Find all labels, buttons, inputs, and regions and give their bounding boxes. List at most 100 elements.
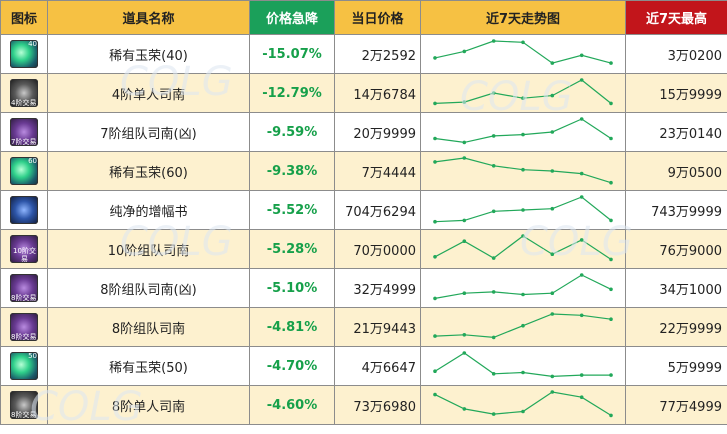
table-row[interactable]: 50 稀有玉荣(50) -4.70% 4万6647 5万9999 — [0, 346, 727, 386]
sparkline-point — [433, 334, 437, 338]
item-name[interactable]: 8阶组队司南(凶) — [47, 268, 250, 308]
sparkline-point — [521, 208, 525, 212]
green-orb-icon[interactable]: 60 — [10, 157, 38, 185]
daily-price-value: 21万9443 — [334, 307, 421, 347]
sparkline-point — [521, 292, 525, 297]
sparkline-point — [462, 218, 467, 223]
sparkline-point — [521, 370, 525, 375]
purple-box-icon[interactable]: 8阶交易 — [10, 274, 38, 302]
purple-box-icon[interactable]: 8阶交易 — [10, 313, 38, 341]
purple-box-icon[interactable]: 10阶交易 — [10, 235, 38, 263]
table-row[interactable]: 8阶交易 8阶组队司南 -4.81% 21万9443 22万9999 — [0, 307, 727, 347]
sparkline-point — [433, 136, 437, 141]
item-icon-cell — [0, 190, 48, 230]
green-orb-icon[interactable]: 50 — [10, 352, 38, 380]
price-drop-value: -4.81% — [249, 307, 335, 347]
sparkline-line — [434, 40, 612, 64]
trend-sparkline — [433, 351, 613, 379]
sparkline-point — [462, 291, 467, 295]
purple-box-icon[interactable]: 7阶交易 — [10, 118, 38, 146]
table-row[interactable]: 纯净的增幅书 -5.52% 704万6294 743万9999 — [0, 190, 727, 230]
table-row[interactable]: 8阶交易 8阶单人司南 -4.60% 73万6980 77万4999 — [0, 385, 727, 425]
sparkline-point — [462, 140, 467, 145]
item-name[interactable]: 稀有玉荣(40) — [47, 34, 250, 74]
header-7day-high[interactable]: 近7天最高 — [625, 0, 727, 35]
sparkline-point — [609, 317, 613, 321]
sparkline-point — [579, 53, 584, 58]
item-icon-cell: 60 — [0, 151, 48, 191]
sparkline-point — [609, 180, 613, 185]
seven-day-high-value: 3万0200 — [625, 34, 727, 74]
sparkline-point — [579, 273, 584, 277]
sparkline-point — [550, 206, 555, 211]
table-row[interactable]: 40 稀有玉荣(40) -15.07% 2万2592 3万0200 — [0, 34, 727, 74]
item-name[interactable]: 4阶单人司南 — [47, 73, 250, 113]
item-name[interactable]: 8阶组队司南 — [47, 307, 250, 347]
item-icon-cell: 8阶交易 — [0, 268, 48, 308]
table-row[interactable]: 8阶交易 8阶组队司南(凶) -5.10% 32万4999 34万1000 — [0, 268, 727, 308]
sparkline-point — [491, 256, 496, 260]
trend-sparkline — [433, 195, 613, 224]
blue-book-icon[interactable] — [10, 196, 38, 224]
item-icon-cell: 50 — [0, 346, 48, 386]
daily-price-value: 20万9999 — [334, 112, 421, 152]
trend-sparkline-cell — [420, 151, 626, 191]
table-row[interactable]: 60 稀有玉荣(60) -9.38% 7万4444 9万0500 — [0, 151, 727, 191]
header-7day-trend: 近7天走势图 — [420, 0, 626, 35]
sparkline-point — [521, 132, 525, 137]
sparkline-point — [579, 171, 584, 176]
item-icon-cell: 10阶交易 — [0, 229, 48, 269]
header-daily-price[interactable]: 当日价格 — [334, 0, 421, 35]
trend-sparkline-cell — [420, 385, 626, 425]
item-name[interactable]: 7阶组队司南(凶) — [47, 112, 250, 152]
sparkline-point — [579, 313, 584, 318]
price-drop-value: -4.70% — [249, 346, 335, 386]
table-row[interactable]: 4阶交易 4阶单人司南 -12.79% 14万6784 15万9999 — [0, 73, 727, 113]
item-level-label: 50 — [28, 352, 37, 360]
trend-sparkline-cell — [420, 190, 626, 230]
trend-sparkline-cell — [420, 229, 626, 269]
sparkline-point — [433, 392, 437, 397]
item-name[interactable]: 稀有玉荣(50) — [47, 346, 250, 386]
header-price-drop[interactable]: 价格急降 — [249, 0, 335, 35]
sparkline-point — [609, 218, 613, 223]
daily-price-value: 73万6980 — [334, 385, 421, 425]
daily-price-value: 2万2592 — [334, 34, 421, 74]
table-row[interactable]: 10阶交易 10阶组队司南 -5.28% 70万0000 76万9000 — [0, 229, 727, 269]
sparkline-point — [462, 351, 467, 355]
green-orb-icon[interactable]: 40 — [10, 40, 38, 68]
sparkline-point — [462, 49, 467, 54]
sparkline-point — [609, 136, 613, 141]
sparkline-point — [521, 234, 525, 238]
item-name[interactable]: 10阶组队司南 — [47, 229, 250, 269]
sparkline-point — [609, 287, 613, 292]
item-name[interactable]: 稀有玉荣(60) — [47, 151, 250, 191]
sparkline-point — [491, 91, 496, 95]
sparkline-point — [579, 395, 584, 399]
item-name[interactable]: 纯净的增幅书 — [47, 190, 250, 230]
sparkline-point — [433, 219, 437, 224]
sparkline-point — [433, 160, 437, 164]
sparkline-point — [609, 101, 613, 106]
price-drop-value: -12.79% — [249, 73, 335, 113]
trend-sparkline-cell — [420, 112, 626, 152]
item-level-label: 60 — [28, 157, 37, 165]
sparkline-point — [491, 290, 496, 294]
dark-box-icon[interactable]: 8阶交易 — [10, 391, 38, 419]
table-row[interactable]: 7阶交易 7阶组队司南(凶) -9.59% 20万9999 23万0140 — [0, 112, 727, 152]
sparkline-point — [550, 312, 555, 316]
sparkline-point — [433, 101, 437, 106]
item-name[interactable]: 8阶单人司南 — [47, 385, 250, 425]
item-icon-cell: 4阶交易 — [0, 73, 48, 113]
dark-box-icon[interactable]: 4阶交易 — [10, 79, 38, 107]
sparkline-point — [433, 296, 437, 301]
table-header-row: 图标 道具名称 价格急降 当日价格 近7天走势图 近7天最高 — [0, 0, 727, 35]
sparkline-point — [462, 100, 467, 104]
header-item-name[interactable]: 道具名称 — [47, 0, 250, 35]
price-drop-value: -4.60% — [249, 385, 335, 425]
price-drop-value: -5.10% — [249, 268, 335, 308]
trend-sparkline-cell — [420, 307, 626, 347]
header-icon: 图标 — [0, 0, 48, 35]
item-trade-tag: 10阶交易 — [13, 247, 36, 263]
sparkline-point — [521, 40, 525, 45]
